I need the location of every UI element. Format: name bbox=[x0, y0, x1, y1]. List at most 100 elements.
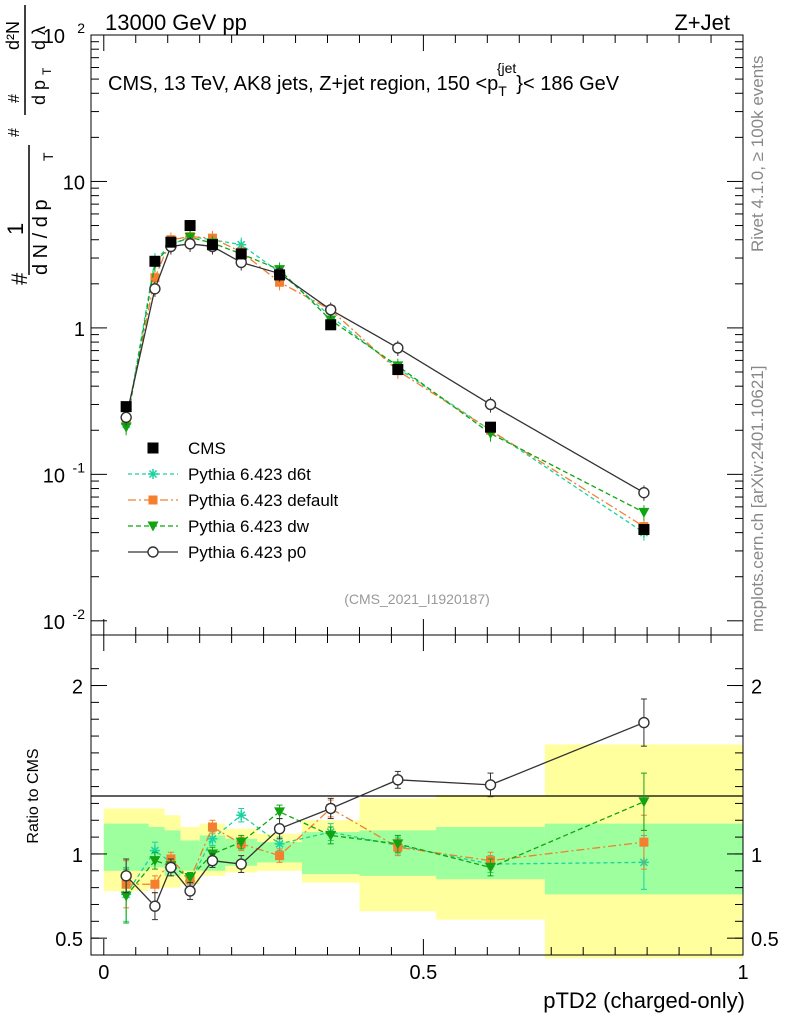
dw-point bbox=[638, 507, 650, 518]
star-d2 bbox=[150, 846, 159, 855]
p0-point bbox=[149, 283, 161, 295]
d6t-point bbox=[274, 838, 285, 849]
ratio-xtick-label: 0.5 bbox=[409, 962, 437, 984]
dw-point bbox=[638, 797, 650, 808]
cms-point bbox=[638, 524, 650, 536]
ylabel-t1: T bbox=[40, 152, 56, 161]
ylabel-dn: d N / d p bbox=[30, 199, 52, 275]
p0-point bbox=[120, 870, 132, 882]
p0-point bbox=[325, 802, 337, 815]
ylabel-t2: T bbox=[40, 67, 54, 75]
legend-label: CMS bbox=[188, 439, 226, 458]
series-line bbox=[125, 235, 645, 534]
title-prefix: CMS, 13 TeV, AK8 jets, Z+jet region, 150… bbox=[108, 73, 498, 95]
dw-point bbox=[120, 891, 132, 902]
ylabel-one: 1 bbox=[3, 223, 28, 235]
default-point bbox=[275, 277, 285, 287]
legend-label: Pythia 6.423 p0 bbox=[188, 543, 306, 562]
title-sub: T bbox=[498, 83, 507, 99]
main-series bbox=[120, 220, 650, 541]
p0-point bbox=[184, 885, 196, 897]
cms-point bbox=[120, 401, 132, 413]
dw-point bbox=[147, 521, 159, 532]
ytick-exp: 2 bbox=[77, 20, 85, 36]
ytick-label: 10 bbox=[43, 612, 65, 634]
legend-label: Pythia 6.423 default bbox=[188, 491, 339, 510]
p0-point bbox=[484, 779, 497, 791]
default-point bbox=[275, 851, 285, 861]
ratio-ytick-label: 0.5 bbox=[55, 929, 83, 951]
legend-label: Pythia 6.423 dw bbox=[188, 517, 310, 536]
legend-entry: CMS bbox=[147, 439, 226, 458]
header-left: 13000 GeV pp bbox=[105, 10, 247, 35]
dw-point bbox=[392, 839, 404, 850]
p0-point bbox=[165, 861, 177, 874]
dw-point bbox=[274, 807, 286, 818]
default-point bbox=[150, 273, 160, 283]
p0-point bbox=[273, 822, 286, 835]
rivet-label: Rivet 4.1.0, ≥ 100k events bbox=[748, 56, 767, 252]
p0-point bbox=[120, 411, 132, 424]
ratio-xtick-label: 1 bbox=[737, 962, 748, 984]
d6t-point bbox=[207, 833, 218, 844]
dw-point bbox=[235, 837, 247, 848]
ratio-xlabel: pTD2 (charged-only) bbox=[543, 988, 745, 1013]
main-ticks: 10 -2 10 -1 1 10 10 2 bbox=[43, 20, 744, 635]
d6t-point bbox=[149, 845, 160, 856]
ylabel-den: d p bbox=[29, 80, 49, 105]
dw-point bbox=[120, 422, 132, 433]
ylabel-hash2: # bbox=[6, 128, 23, 137]
title-sup: {jet bbox=[497, 60, 517, 76]
ratio-ytick-label-right: 1 bbox=[751, 845, 762, 867]
series-pythia-6-423-p0 bbox=[120, 236, 650, 501]
default-point bbox=[639, 837, 649, 847]
legend: CMS Pythia 6.423 d6t Pythia 6.423 default P… bbox=[128, 439, 339, 562]
default-point bbox=[150, 879, 160, 889]
ylabel-hash1: # bbox=[7, 272, 32, 285]
dw-point bbox=[184, 873, 196, 884]
p0-point bbox=[638, 716, 650, 729]
p0-point bbox=[392, 342, 404, 354]
cms-point bbox=[149, 255, 161, 267]
series-pythia-6-423-default bbox=[121, 229, 649, 535]
star-d2 bbox=[275, 839, 284, 848]
title-suffix: }< 186 GeV bbox=[516, 73, 620, 95]
ytick-label: 10 bbox=[43, 26, 65, 48]
ytick-label: 10 bbox=[43, 465, 65, 487]
cms-point bbox=[184, 220, 196, 232]
watermark: (CMS_2021_I1920187) bbox=[344, 591, 490, 607]
legend-entry: Pythia 6.423 dw bbox=[128, 517, 310, 536]
ratio-ytick-label-right: 0.5 bbox=[751, 929, 779, 951]
ratio-series bbox=[120, 698, 650, 924]
ratio-frame bbox=[90, 634, 744, 956]
header-right: Z+Jet bbox=[674, 10, 730, 35]
cms-point bbox=[235, 248, 247, 260]
legend-label: Pythia 6.423 d6t bbox=[188, 465, 311, 484]
band-inner bbox=[180, 840, 200, 871]
ratio-plot: 0.5 0.51 12 20 0.5 1 Ratio to CMS pTD2 (charg… bbox=[25, 634, 779, 1013]
dw-point bbox=[149, 856, 161, 867]
ratio-ytick-label: 1 bbox=[72, 845, 83, 867]
ratio-xtick-label: 0 bbox=[98, 962, 109, 984]
p0-point bbox=[147, 546, 159, 558]
p0-point bbox=[325, 304, 337, 316]
main-plot: 10 -2 10 -1 1 10 10 2 CMS, 13 TeV, AK8 jets, Z+… bbox=[3, 5, 744, 636]
main-title: CMS, 13 TeV, AK8 jets, Z+jet region, 150… bbox=[108, 60, 620, 99]
ylabel-num: d²N bbox=[3, 21, 23, 50]
star-d2 bbox=[237, 240, 246, 249]
cms-point bbox=[392, 363, 404, 375]
legend-entry: Pythia 6.423 d6t bbox=[128, 465, 311, 484]
legend-entry: Pythia 6.423 p0 bbox=[128, 543, 306, 562]
cms-point bbox=[485, 421, 497, 433]
d6t-point bbox=[236, 810, 247, 821]
p0-point bbox=[149, 900, 161, 912]
series-cms bbox=[120, 220, 650, 536]
p0-point bbox=[484, 398, 497, 411]
ytick-exp: -2 bbox=[73, 606, 86, 622]
ylabel-hash3: # bbox=[6, 94, 23, 103]
default-point bbox=[148, 495, 158, 505]
cms-point bbox=[325, 319, 337, 331]
ytick-exp: -1 bbox=[73, 459, 86, 475]
ytick-label: 10 bbox=[63, 172, 85, 194]
ratio-ticks: 0.5 0.51 12 20 0.5 1 bbox=[55, 635, 779, 984]
